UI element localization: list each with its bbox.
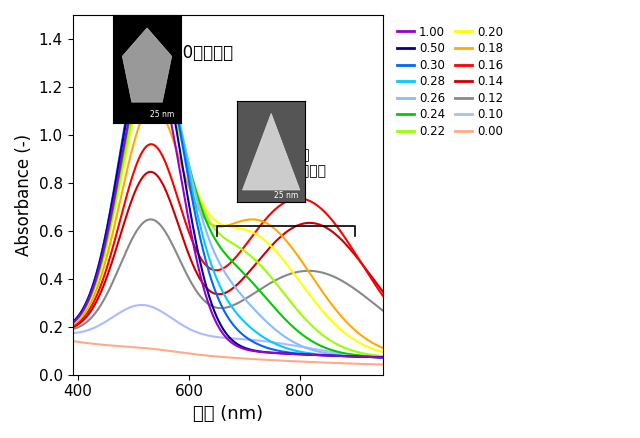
Text: 10面体構造: 10面体構造 bbox=[172, 44, 234, 62]
Y-axis label: Absorbance (-): Absorbance (-) bbox=[15, 134, 33, 256]
Text: 三角形の
ナノプレート構造: 三角形の ナノプレート構造 bbox=[259, 148, 326, 178]
X-axis label: 波長 (nm): 波長 (nm) bbox=[193, 405, 263, 423]
Legend: 1.00, 0.50, 0.30, 0.28, 0.26, 0.24, 0.22, 0.20, 0.18, 0.16, 0.14, 0.12, 0.10, 0.: 1.00, 0.50, 0.30, 0.28, 0.26, 0.24, 0.22… bbox=[392, 21, 508, 143]
